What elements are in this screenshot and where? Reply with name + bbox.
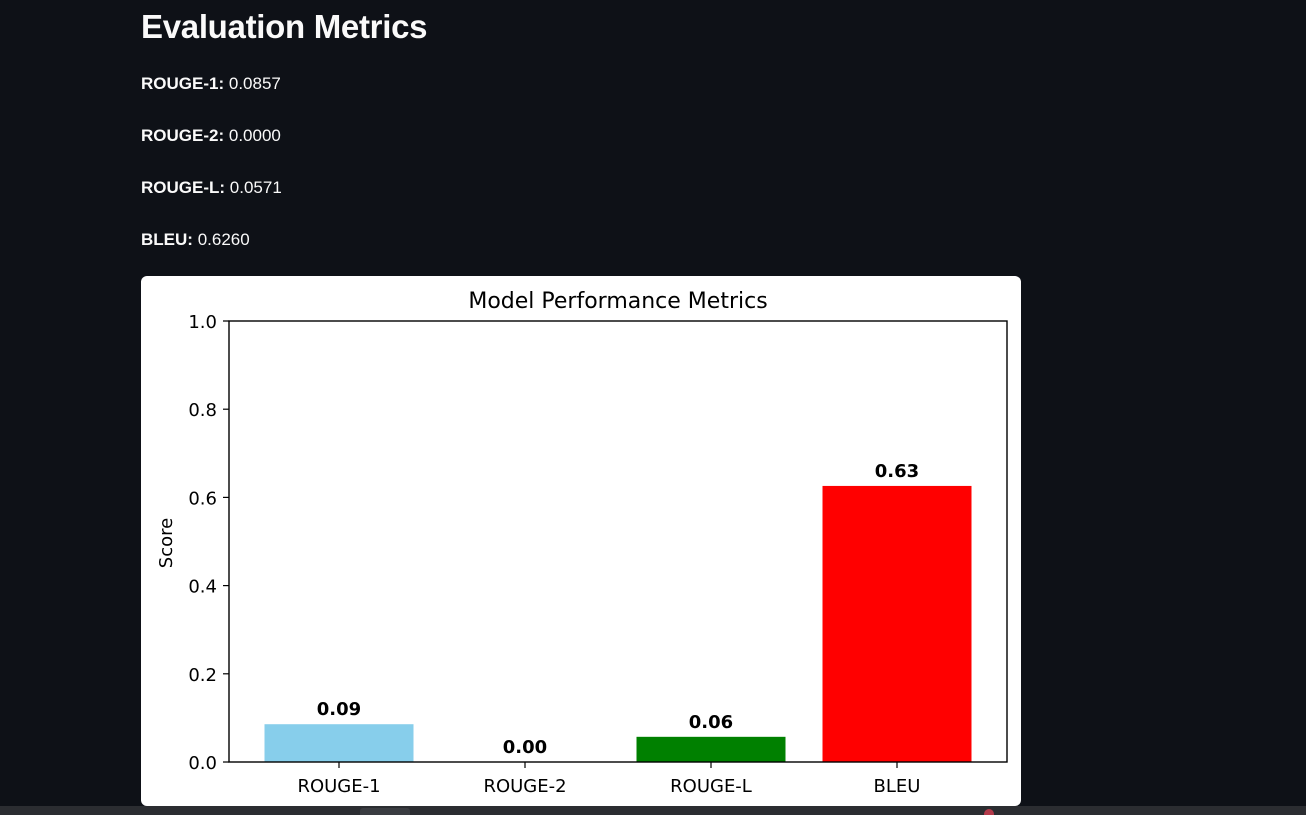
data-label: 0.09 xyxy=(317,699,361,720)
x-tick-label: BLEU xyxy=(874,776,921,797)
x-tick-label: ROUGE-1 xyxy=(297,776,380,797)
taskbar-indicator-icon xyxy=(984,809,994,815)
metric-value: 0.6260 xyxy=(197,230,250,249)
plot-frame xyxy=(228,320,1008,763)
data-label: 0.63 xyxy=(875,461,919,482)
y-tick-label: 0.8 xyxy=(188,400,217,421)
metric-value: 0.0857 xyxy=(228,74,281,93)
y-tick-label: 0.6 xyxy=(188,488,217,509)
metric-rouge-1: ROUGE-1: 0.0857 xyxy=(141,74,281,94)
data-label: 0.06 xyxy=(689,712,733,733)
metric-label: ROUGE-L: xyxy=(141,178,226,197)
page-title: Evaluation Metrics xyxy=(141,8,428,45)
metric-label: BLEU: xyxy=(141,230,193,249)
chart-card: Model Performance Metrics Score 0.09 0.00… xyxy=(141,276,1021,806)
metric-label: ROUGE-1: xyxy=(141,74,225,93)
x-tick-label: ROUGE-L xyxy=(670,776,752,797)
bar-rouge-l xyxy=(636,736,786,762)
metric-label: ROUGE-2: xyxy=(141,126,225,145)
performance-bar-chart: Model Performance Metrics Score 0.090.00… xyxy=(156,289,1008,797)
y-tick-label: 0.0 xyxy=(188,753,217,774)
metric-bleu: BLEU: 0.6260 xyxy=(141,230,250,250)
y-tick-label: 1.0 xyxy=(188,312,217,333)
metric-rouge-2: ROUGE-2: 0.0000 xyxy=(141,126,281,146)
bottom-taskbar xyxy=(0,806,1306,815)
data-label: 0.00 xyxy=(503,737,547,758)
bar-bleu xyxy=(822,485,972,762)
bar-rouge-1 xyxy=(264,724,414,762)
metric-value: 0.0000 xyxy=(228,126,281,145)
x-tick-label: ROUGE-2 xyxy=(483,776,566,797)
metric-rouge-l: ROUGE-L: 0.0571 xyxy=(141,178,282,198)
chart-title: Model Performance Metrics xyxy=(468,289,767,314)
metric-value: 0.0571 xyxy=(229,178,282,197)
y-tick-label: 0.2 xyxy=(188,665,217,686)
y-axis-label: Score xyxy=(156,518,177,568)
taskbar-item[interactable] xyxy=(360,808,410,815)
y-tick-label: 0.4 xyxy=(188,577,217,598)
